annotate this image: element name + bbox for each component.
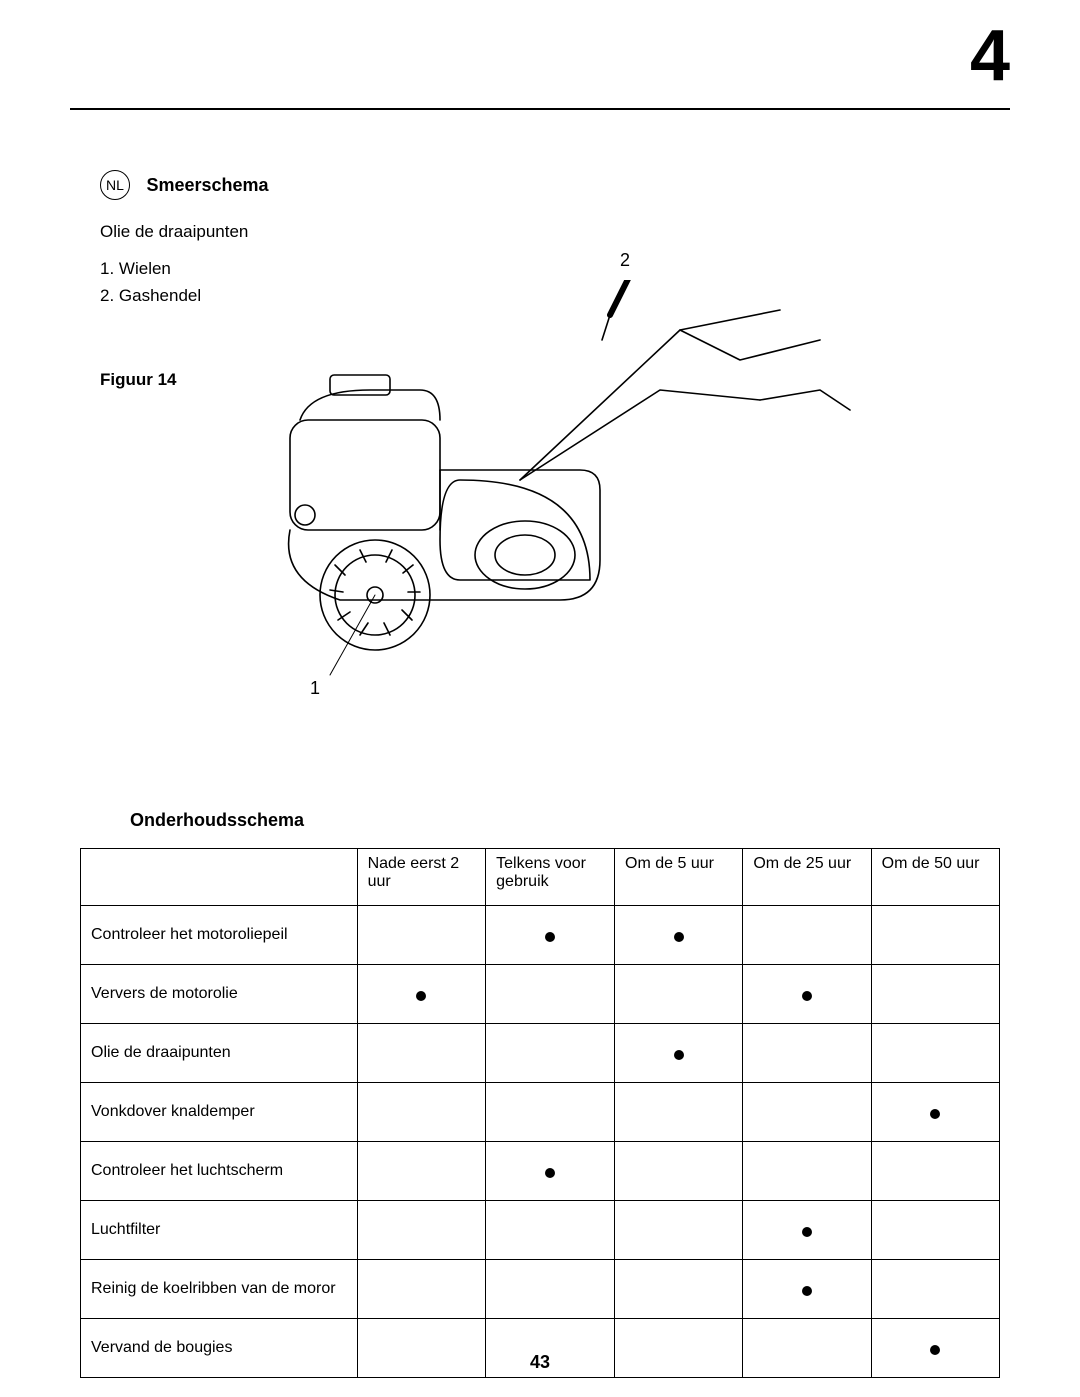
- table-row: Vonkdover knaldemper: [81, 1083, 1000, 1142]
- list-label: Gashendel: [119, 286, 201, 305]
- interval-cell: [871, 1260, 999, 1319]
- intro-text: Olie de draaipunten: [100, 218, 269, 245]
- callout-2: 2: [620, 250, 630, 271]
- interval-cell: [615, 1142, 743, 1201]
- language-badge: NL: [100, 170, 130, 200]
- interval-cell: [871, 1201, 999, 1260]
- interval-cell: [357, 1201, 486, 1260]
- interval-cell: [871, 1083, 999, 1142]
- interval-cell: [615, 965, 743, 1024]
- bullet-icon: [674, 1050, 684, 1060]
- bullet-icon: [802, 991, 812, 1001]
- table-header: Nade eerst 2 uur: [357, 849, 486, 906]
- interval-cell: [743, 965, 871, 1024]
- callout-1: 1: [310, 678, 320, 699]
- task-label: Vonkdover knaldemper: [81, 1083, 358, 1142]
- interval-cell: [743, 1142, 871, 1201]
- task-label: Ververs de motorolie: [81, 965, 358, 1024]
- bullet-icon: [416, 991, 426, 1001]
- interval-cell: [615, 1024, 743, 1083]
- table-row: Controleer het motoroliepeil: [81, 906, 1000, 965]
- interval-cell: [615, 1260, 743, 1319]
- table-row: Luchtfilter: [81, 1201, 1000, 1260]
- figure-tiller: 2 1: [260, 280, 880, 710]
- interval-cell: [871, 906, 999, 965]
- task-label: Luchtfilter: [81, 1201, 358, 1260]
- list-label: Wielen: [119, 259, 171, 278]
- bullet-icon: [674, 932, 684, 942]
- table-body: Controleer het motoroliepeilVervers de m…: [81, 906, 1000, 1378]
- interval-cell: [871, 1024, 999, 1083]
- table-row: Reinig de koelribben van de moror: [81, 1260, 1000, 1319]
- interval-cell: [743, 1024, 871, 1083]
- list-item: 2. Gashendel: [100, 282, 269, 309]
- section-smeerschema: NL Smeerschema Olie de draaipunten 1. Wi…: [100, 170, 269, 390]
- task-label: Controleer het luchtscherm: [81, 1142, 358, 1201]
- interval-cell: [743, 1083, 871, 1142]
- table-row: Ververs de motorolie: [81, 965, 1000, 1024]
- interval-cell: [743, 1201, 871, 1260]
- table-header: Om de 50 uur: [871, 849, 999, 906]
- table-header-row: Nade eerst 2 uur Telkens voor gebruik Om…: [81, 849, 1000, 906]
- page-number: 43: [0, 1352, 1080, 1373]
- bullet-icon: [545, 1168, 555, 1178]
- interval-cell: [486, 1260, 615, 1319]
- interval-cell: [871, 965, 999, 1024]
- interval-cell: [615, 1201, 743, 1260]
- table-row: Olie de draaipunten: [81, 1024, 1000, 1083]
- bullet-icon: [802, 1286, 812, 1296]
- chapter-number: 4: [970, 20, 1010, 92]
- maintenance-table: Nade eerst 2 uur Telkens voor gebruik Om…: [80, 848, 1000, 1378]
- tiller-illustration-icon: [260, 280, 880, 710]
- interval-cell: [357, 1260, 486, 1319]
- interval-cell: [486, 1142, 615, 1201]
- bullet-icon: [802, 1227, 812, 1237]
- interval-cell: [357, 906, 486, 965]
- interval-cell: [357, 965, 486, 1024]
- task-label: Reinig de koelribben van de moror: [81, 1260, 358, 1319]
- interval-cell: [615, 906, 743, 965]
- interval-cell: [486, 1024, 615, 1083]
- interval-cell: [743, 906, 871, 965]
- interval-cell: [486, 906, 615, 965]
- numbered-list: 1. Wielen 2. Gashendel: [100, 255, 269, 309]
- bullet-icon: [930, 1109, 940, 1119]
- list-item: 1. Wielen: [100, 255, 269, 282]
- task-label: Olie de draaipunten: [81, 1024, 358, 1083]
- interval-cell: [357, 1024, 486, 1083]
- interval-cell: [871, 1142, 999, 1201]
- list-num: 2.: [100, 286, 114, 305]
- interval-cell: [615, 1083, 743, 1142]
- manual-page: 4 NL Smeerschema Olie de draaipunten 1. …: [0, 0, 1080, 1397]
- horizontal-rule: [70, 108, 1010, 110]
- table-header: [81, 849, 358, 906]
- section-title-onderhoud: Onderhoudsschema: [130, 810, 304, 831]
- section-title: Smeerschema: [146, 175, 268, 196]
- interval-cell: [743, 1260, 871, 1319]
- interval-cell: [357, 1083, 486, 1142]
- task-label: Controleer het motoroliepeil: [81, 906, 358, 965]
- interval-cell: [486, 1083, 615, 1142]
- interval-cell: [357, 1142, 486, 1201]
- interval-cell: [486, 965, 615, 1024]
- table-row: Controleer het luchtscherm: [81, 1142, 1000, 1201]
- table-header: Om de 25 uur: [743, 849, 871, 906]
- interval-cell: [486, 1201, 615, 1260]
- figure-label: Figuur 14: [100, 370, 269, 390]
- table-header: Telkens voor gebruik: [486, 849, 615, 906]
- list-num: 1.: [100, 259, 114, 278]
- bullet-icon: [545, 932, 555, 942]
- table-header: Om de 5 uur: [615, 849, 743, 906]
